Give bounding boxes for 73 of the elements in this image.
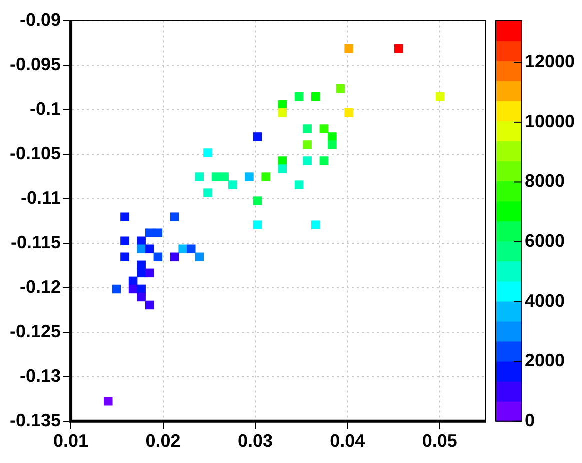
point [137, 292, 146, 302]
point [120, 252, 130, 262]
point [204, 148, 212, 158]
point [170, 252, 180, 262]
point [137, 260, 146, 270]
point [328, 140, 337, 150]
point [303, 124, 312, 134]
x-tick-label: 0.04 [330, 431, 366, 452]
y-tick-label: -0.095 [10, 54, 62, 74]
point [436, 92, 445, 102]
color-bar-label: 2000 [525, 350, 566, 371]
color-bar-label: 10000 [525, 111, 576, 132]
point [394, 44, 404, 54]
point [336, 84, 346, 94]
y-tick-label: -0.09 [20, 10, 62, 30]
point [253, 196, 262, 206]
point [303, 156, 312, 166]
color-bar-label: 4000 [525, 290, 566, 311]
point [186, 244, 196, 254]
point [278, 164, 288, 174]
point [294, 92, 304, 102]
y-tick-label: -0.115 [10, 232, 62, 252]
point [137, 236, 146, 246]
point [120, 236, 130, 246]
x-tick-label: 0.01 [54, 431, 89, 452]
point [228, 180, 238, 190]
point [195, 252, 204, 262]
point [137, 268, 146, 278]
point [145, 244, 154, 254]
point [145, 300, 154, 310]
point [320, 156, 329, 166]
point [311, 92, 320, 102]
point [154, 228, 163, 238]
y-tick-label: -0.1 [30, 98, 62, 119]
point [311, 220, 320, 230]
point [120, 212, 130, 222]
point [344, 108, 354, 118]
point [137, 244, 146, 254]
point [328, 132, 337, 142]
y-tick-label: -0.12 [20, 276, 62, 297]
point [253, 220, 262, 230]
point [195, 172, 204, 182]
point [344, 44, 354, 54]
point [262, 172, 270, 182]
y-tick-label: -0.13 [20, 366, 62, 386]
color-bar-label: 6000 [525, 230, 566, 251]
x-tick-label: 0.02 [146, 431, 181, 452]
color-bar-label: 0 [525, 410, 536, 430]
x-tick-label: 0.03 [238, 431, 273, 452]
x-tick-label: 0.05 [422, 431, 458, 452]
point [278, 108, 288, 118]
color-bar-label: 8000 [525, 171, 566, 192]
point [145, 228, 154, 238]
point [137, 284, 146, 294]
point [170, 212, 180, 222]
point [145, 268, 154, 278]
y-tick-label: -0.11 [20, 188, 62, 208]
point [303, 140, 312, 150]
point [154, 252, 163, 262]
point [245, 172, 254, 182]
point [104, 396, 113, 406]
point [320, 124, 329, 134]
point [220, 172, 229, 182]
point [212, 172, 221, 182]
point [204, 188, 212, 198]
y-tick-label: -0.135 [10, 410, 62, 430]
y-tick-label: -0.125 [10, 321, 62, 342]
color-bar-label: 12000 [525, 52, 576, 72]
point [294, 180, 304, 190]
point [112, 284, 122, 294]
point [178, 244, 188, 254]
point [253, 132, 262, 142]
y-tick-label: -0.105 [10, 143, 62, 164]
